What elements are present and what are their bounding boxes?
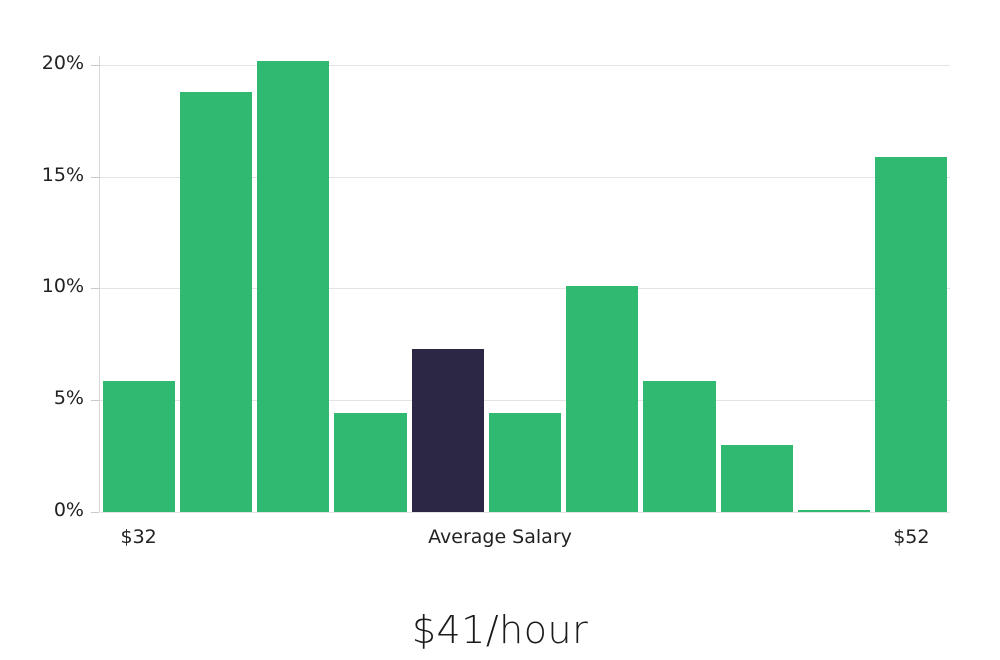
y-axis-tick	[91, 176, 99, 178]
y-axis-tick	[91, 512, 99, 513]
x-axis-tick-label: $52	[893, 526, 930, 548]
y-gridline	[100, 400, 950, 402]
bar[interactable]	[720, 444, 793, 512]
y-gridline	[100, 512, 950, 513]
bar[interactable]	[488, 412, 562, 512]
y-axis-tick-label: 15%	[41, 163, 84, 186]
y-axis-tick-label: 0%	[53, 499, 84, 521]
bar[interactable]	[102, 380, 175, 512]
bar[interactable]	[875, 157, 948, 512]
y-axis-tick-label: 20%	[41, 51, 84, 74]
bar[interactable]	[257, 60, 330, 512]
bar[interactable]	[334, 412, 407, 512]
y-axis-tick	[91, 400, 99, 402]
y-gridline	[100, 176, 950, 178]
y-gridline	[100, 288, 950, 290]
plot-area	[91, 56, 950, 513]
y-axis-line	[99, 56, 100, 512]
y-axis-tick	[91, 288, 99, 290]
bar[interactable]	[643, 380, 716, 512]
figure-caption: $41/hour	[411, 608, 589, 652]
y-gridline	[100, 64, 950, 66]
x-axis-tick-label: $32	[120, 526, 157, 548]
x-axis-title: Average Salary	[428, 526, 572, 548]
bar[interactable]	[566, 285, 639, 512]
bar-highlighted[interactable]	[411, 348, 484, 512]
y-axis-tick-label: 10%	[41, 275, 84, 298]
bar[interactable]	[797, 509, 871, 512]
bar[interactable]	[179, 92, 253, 512]
y-axis-tick	[91, 64, 99, 66]
y-axis-tick-label: 5%	[53, 387, 84, 410]
